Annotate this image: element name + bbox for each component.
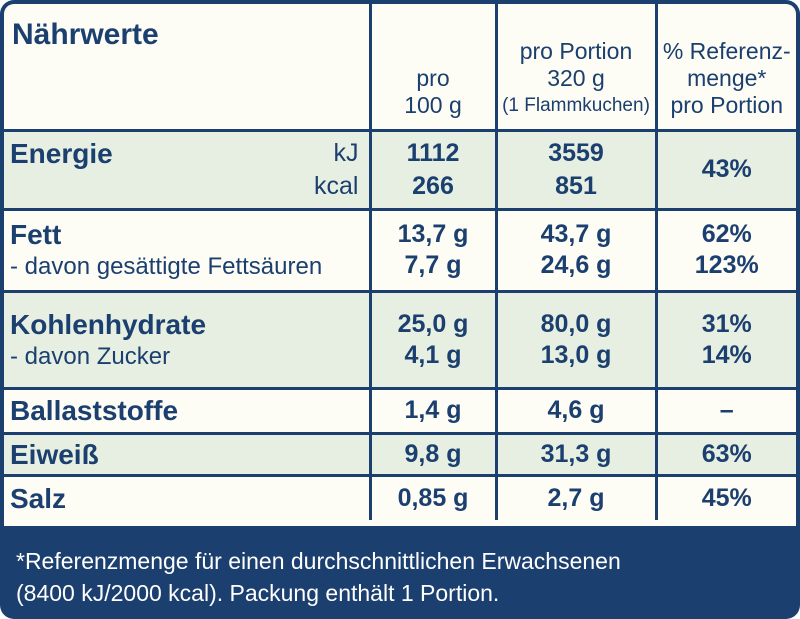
footnote: *Referenzmenge für einen durchschnittlic… xyxy=(16,545,786,609)
table-row-protein: Eiweiß 9,8 g 31,3 g 63% xyxy=(4,433,796,475)
table-header-row: Nährwerte pro 100 g pro Portion 320 g (1… xyxy=(4,4,796,130)
carbs-per-100g: 25,0 g 4,1 g xyxy=(368,291,496,388)
protein-per-100g: 9,8 g xyxy=(368,433,496,475)
carbs-sub-label: - davon Zucker xyxy=(10,342,171,370)
footnote-line-1: *Referenzmenge für einen durchschnittlic… xyxy=(16,548,621,574)
carbs-reference: 31% 14% xyxy=(654,291,796,388)
column-header-per-100g: pro 100 g xyxy=(368,4,496,130)
energy-per-100g: 1112 266 xyxy=(368,130,496,209)
protein-label: Eiweiß xyxy=(4,433,370,475)
protein-reference: 63% xyxy=(654,433,796,475)
energy-per-portion-kcal: 851 xyxy=(555,171,597,200)
energy-label: Energie xyxy=(10,137,113,169)
nutrition-table: Nährwerte pro 100 g pro Portion 320 g (1… xyxy=(4,4,796,520)
column-header-reference-line2: menge* xyxy=(687,64,767,91)
protein-per-portion: 31,3 g xyxy=(494,433,656,475)
energy-label-cell: Energie kJ kcal xyxy=(4,130,370,209)
fat-per-100g-value: 13,7 g xyxy=(397,220,469,248)
table-row-fat: Fett - davon gesättigte Fettsäuren 13,7 … xyxy=(4,209,796,291)
energy-per-portion: 3559 851 xyxy=(494,130,656,209)
fiber-per-100g: 1,4 g xyxy=(368,388,496,433)
fat-per-portion: 43,7 g 24,6 g xyxy=(494,209,656,291)
fat-per-100g-sub-value: 7,7 g xyxy=(404,251,462,279)
column-header-per-portion-line2: 320 g xyxy=(547,64,605,91)
energy-per-portion-kj: 3559 xyxy=(548,138,604,167)
carbs-label-cell: Kohlenhydrate - davon Zucker xyxy=(4,291,370,388)
fat-sub-label: - davon gesättigte Fettsäuren xyxy=(10,253,323,280)
fat-per-portion-sub-value: 24,6 g xyxy=(540,251,612,279)
energy-reference: 43% xyxy=(654,130,796,209)
table-row-carbohydrates: Kohlenhydrate - davon Zucker 25,0 g 4,1 … xyxy=(4,291,796,388)
carbs-per-portion: 80,0 g 13,0 g xyxy=(494,291,656,388)
table-row-energy: Energie kJ kcal 1112 266 3559 851 43% xyxy=(4,130,796,209)
carbs-reference-value: 31% xyxy=(701,309,752,338)
column-header-per-portion-line3: (1 Flammkuchen) xyxy=(502,94,650,116)
carbs-per-100g-value: 25,0 g xyxy=(397,309,469,338)
column-header-per-portion: pro Portion 320 g (1 Flammkuchen) xyxy=(494,4,656,130)
table-title: Nährwerte xyxy=(12,18,159,51)
energy-per-100g-kcal: 266 xyxy=(412,171,454,200)
fat-label-cell: Fett - davon gesättigte Fettsäuren xyxy=(4,209,370,291)
fiber-reference: – xyxy=(654,388,796,433)
energy-unit-kj: kJ xyxy=(333,138,359,167)
column-header-reference-line3: pro Portion xyxy=(670,91,783,118)
carbs-per-portion-value: 80,0 g xyxy=(540,309,612,338)
column-header-reference: % Referenz- menge* pro Portion xyxy=(654,4,796,130)
fat-per-100g: 13,7 g 7,7 g xyxy=(368,209,496,291)
nutrition-table-area: Nährwerte pro 100 g pro Portion 320 g (1… xyxy=(4,4,796,526)
fat-per-portion-value: 43,7 g xyxy=(540,220,612,248)
fat-reference: 62% 123% xyxy=(654,209,796,291)
column-header-per-portion-line1: pro Portion xyxy=(519,37,633,64)
salt-per-100g: 0,85 g xyxy=(368,475,496,520)
column-header-per-100g-line1: pro xyxy=(416,64,450,91)
carbs-per-portion-sub-value: 13,0 g xyxy=(540,340,612,369)
salt-reference: 45% xyxy=(654,475,796,520)
table-row-salt: Salz 0,85 g 2,7 g 45% xyxy=(4,475,796,520)
fat-reference-value: 62% xyxy=(701,220,752,248)
carbs-reference-sub-value: 14% xyxy=(701,340,752,369)
fiber-label: Ballaststoffe xyxy=(10,395,179,426)
fat-reference-sub-value: 123% xyxy=(694,251,759,279)
salt-label: Salz xyxy=(10,482,67,514)
footnote-line-2: (8400 kJ/2000 kcal). Packung enthält 1 P… xyxy=(16,580,500,606)
salt-per-portion: 2,7 g xyxy=(494,475,656,520)
table-row-fiber: Ballaststoffe 1,4 g 4,6 g – xyxy=(4,388,796,433)
carbs-per-100g-sub-value: 4,1 g xyxy=(404,340,462,369)
energy-per-100g-kj: 1112 xyxy=(406,138,460,167)
energy-unit-kcal: kcal xyxy=(314,171,359,200)
column-header-per-100g-line2: 100 g xyxy=(404,91,462,118)
carbs-label: Kohlenhydrate xyxy=(10,308,207,340)
column-header-reference-line1: % Referenz- xyxy=(662,37,791,64)
fat-label: Fett xyxy=(10,219,62,250)
fiber-per-portion: 4,6 g xyxy=(494,388,656,433)
